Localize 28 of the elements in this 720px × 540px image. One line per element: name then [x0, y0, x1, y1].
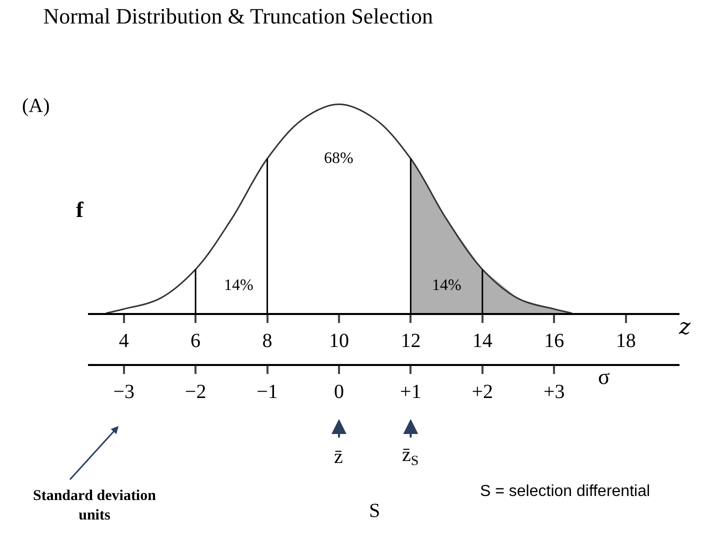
x2-tick-label: −3 — [113, 380, 134, 403]
x2-tick-label: −1 — [256, 380, 278, 403]
text: Standard deviation units — [33, 488, 157, 524]
chart-title: Normal Distribution & Truncation Selection — [43, 4, 434, 28]
x-tick-label: 18 — [616, 330, 636, 352]
annotation: 68% — [324, 150, 354, 167]
x2-axis-title: σ — [598, 364, 610, 389]
x-tick-label: 4 — [118, 330, 129, 352]
x-tick-label: 16 — [544, 330, 564, 352]
x2-tick-label: +2 — [472, 380, 494, 403]
text: (A) — [22, 95, 50, 117]
x2-tick-label: +1 — [400, 380, 422, 403]
x-axis-title: z — [678, 315, 691, 340]
x-tick-label: 8 — [262, 330, 272, 352]
text: S = selection differential — [480, 483, 650, 500]
x-tick-label: 12 — [400, 330, 421, 352]
text: S — [369, 500, 380, 522]
x-tick-label: 6 — [190, 330, 201, 352]
x-tick-label: 10 — [328, 330, 349, 352]
x2-tick-label: 0 — [334, 380, 344, 403]
annotation: 14% — [224, 277, 254, 294]
y-axis-title: f — [76, 197, 84, 222]
text: z̄ — [334, 446, 343, 468]
x2-tick-label: −2 — [184, 380, 206, 403]
text: z̄$_{S}$ — [402, 444, 419, 470]
x-tick-label: 14 — [472, 330, 492, 352]
x2-tick-label: +3 — [543, 380, 565, 403]
annotation: 14% — [432, 277, 462, 294]
